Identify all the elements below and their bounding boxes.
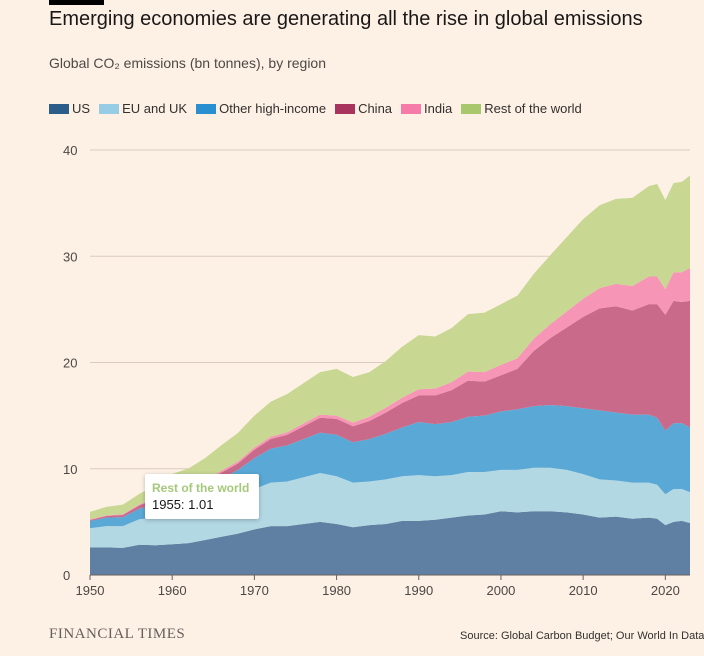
x-tick-label: 1970 xyxy=(240,583,269,598)
area-india[interactable] xyxy=(90,267,690,520)
legend-item-other-high-income[interactable]: Other high-income xyxy=(196,101,326,116)
legend-label: EU and UK xyxy=(122,101,188,116)
legend: US EU and UK Other high-income China Ind… xyxy=(49,101,582,116)
y-tick-label: 30 xyxy=(63,249,77,264)
legend-swatch xyxy=(461,103,482,114)
area-rest-of-the-world[interactable] xyxy=(90,175,690,520)
legend-label: Rest of the world xyxy=(484,101,582,116)
area-china[interactable] xyxy=(90,300,690,521)
legend-label: India xyxy=(424,101,453,116)
x-tick-label: 1980 xyxy=(322,583,351,598)
ft-logo: FINANCIAL TIMES xyxy=(49,626,186,642)
legend-swatch xyxy=(49,103,69,114)
legend-label: China xyxy=(358,101,393,116)
legend-swatch xyxy=(335,103,356,114)
tooltip-series: Rest of the world xyxy=(152,481,250,495)
legend-item-us[interactable]: US xyxy=(49,101,90,116)
x-tick-label: 2010 xyxy=(569,583,598,598)
hover-tooltip: Rest of the world 1955: 1.01 xyxy=(145,474,259,519)
chart-title: Emerging economies are generating all th… xyxy=(49,8,643,30)
y-tick-label: 10 xyxy=(63,462,77,477)
legend-item-india[interactable]: India xyxy=(401,101,452,116)
legend-item-rest-of-world[interactable]: Rest of the world xyxy=(461,101,582,116)
legend-label: Other high-income xyxy=(219,101,327,116)
legend-swatch xyxy=(99,103,120,114)
chart-subtitle: Global CO₂ emissions (bn tonnes), by reg… xyxy=(49,55,327,71)
legend-item-eu-uk[interactable]: EU and UK xyxy=(99,101,187,116)
legend-item-china[interactable]: China xyxy=(335,101,392,116)
source-note: Source: Global Carbon Budget; Our World … xyxy=(460,630,704,642)
x-tick-label: 1990 xyxy=(404,583,433,598)
brand-bar xyxy=(49,0,104,5)
y-tick-label: 40 xyxy=(63,143,77,158)
tooltip-value: 1955: 1.01 xyxy=(152,497,214,512)
y-tick-label: 0 xyxy=(63,568,70,583)
x-tick-label: 2000 xyxy=(486,583,515,598)
legend-label: US xyxy=(72,101,91,116)
legend-swatch xyxy=(196,103,217,114)
chart-plot: 0 10 20 30 40 1950 1960 1970 1980 1990 2000 2010 202… xyxy=(63,143,690,598)
area-us[interactable] xyxy=(90,511,690,575)
area-other-high-income[interactable] xyxy=(90,405,690,529)
x-tick-label: 2020 xyxy=(651,583,680,598)
legend-swatch xyxy=(401,103,422,114)
x-tick-label: 1950 xyxy=(76,583,105,598)
area-eu-and-uk[interactable] xyxy=(90,467,690,548)
x-tick-label: 1960 xyxy=(158,583,187,598)
y-tick-label: 20 xyxy=(63,356,77,371)
